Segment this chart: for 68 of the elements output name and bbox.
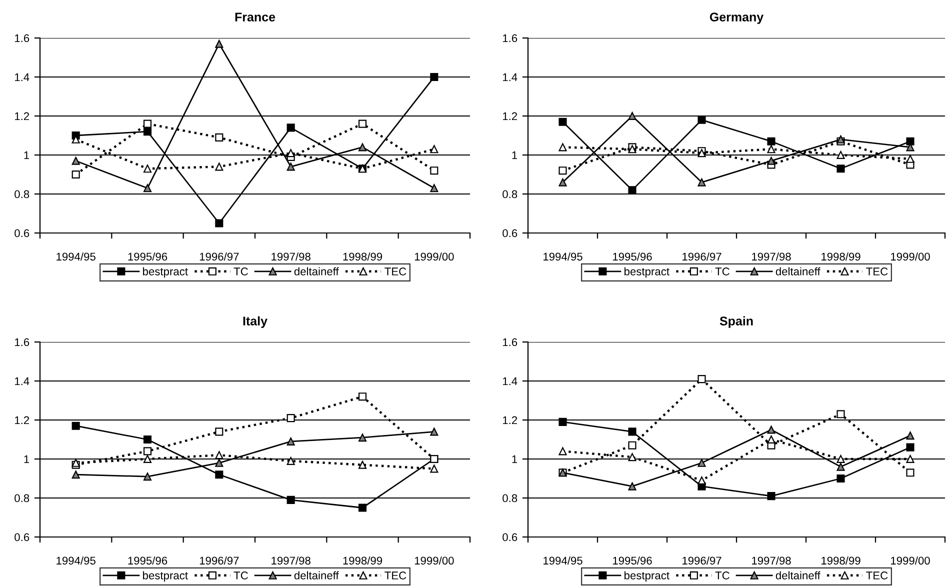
x-tick-label: 1997/98 bbox=[752, 556, 791, 565]
legend-label: deltaineff bbox=[294, 571, 339, 580]
legend-label: deltaineff bbox=[776, 267, 820, 276]
y-tick-label: 0.6 bbox=[14, 533, 30, 542]
y-tick-label: 1.4 bbox=[14, 73, 30, 82]
x-tick-label: 1995/96 bbox=[128, 556, 168, 565]
y-tick-label: 1.4 bbox=[502, 377, 518, 386]
y-tick-label: 1 bbox=[512, 455, 518, 464]
x-tick-label: 1996/97 bbox=[682, 252, 722, 261]
y-tick-label: 1.4 bbox=[14, 377, 30, 386]
x-tick-label: 1998/99 bbox=[343, 252, 382, 261]
y-tick-label: 0.6 bbox=[14, 229, 30, 238]
chart-title: Spain bbox=[720, 316, 753, 328]
y-tick-label: 0.8 bbox=[14, 190, 30, 198]
legend-label: TEC bbox=[866, 572, 888, 580]
y-tick-label: 0.8 bbox=[502, 190, 518, 198]
chart-title: France bbox=[235, 12, 276, 22]
x-tick-label: 1996/97 bbox=[200, 252, 239, 261]
y-tick-label: 1.6 bbox=[502, 338, 518, 346]
y-tick-label: 1.2 bbox=[14, 112, 30, 120]
x-tick-label: 1999/00 bbox=[891, 556, 930, 565]
legend-label: bestpract bbox=[624, 267, 670, 278]
y-tick-label: 0.6 bbox=[502, 533, 518, 542]
x-tick-label: 1995/96 bbox=[128, 252, 168, 261]
y-tick-label: 1 bbox=[24, 455, 30, 464]
x-tick-label: 1999/00 bbox=[891, 252, 930, 261]
legend-label: deltaineff bbox=[294, 267, 339, 276]
x-tick-label: 1996/97 bbox=[200, 556, 239, 565]
x-tick-label: 1998/99 bbox=[822, 556, 860, 565]
x-tick-label: 1997/98 bbox=[272, 252, 310, 261]
legend-label: deltaineff bbox=[776, 571, 820, 580]
legend-label: bestpract bbox=[143, 571, 188, 582]
x-tick-label: 1997/98 bbox=[272, 556, 310, 565]
x-tick-label: 1994/95 bbox=[56, 556, 96, 565]
y-tick-label: 1.6 bbox=[14, 338, 30, 346]
legend-label: bestpract bbox=[624, 571, 670, 582]
x-tick-label: 1998/99 bbox=[822, 252, 860, 261]
x-tick-label: 1994/95 bbox=[544, 252, 582, 261]
y-tick-label: 1.6 bbox=[14, 34, 30, 42]
legend-label: TC bbox=[715, 572, 730, 580]
y-tick-label: 1.2 bbox=[502, 112, 518, 120]
chart-title: Italy bbox=[243, 316, 268, 328]
legend-label: TEC bbox=[866, 268, 888, 276]
x-tick-label: 1998/99 bbox=[343, 556, 382, 565]
x-tick-label: 1994/95 bbox=[56, 252, 96, 261]
x-tick-label: 1996/97 bbox=[682, 556, 722, 565]
y-tick-label: 0.8 bbox=[14, 494, 30, 502]
legend-label: bestpract bbox=[143, 267, 188, 278]
y-tick-label: 1.2 bbox=[14, 416, 30, 424]
legend-label: TC bbox=[234, 268, 248, 276]
legend-label: TC bbox=[234, 572, 248, 580]
chart-title: Germany bbox=[710, 12, 764, 24]
y-tick-label: 0.8 bbox=[502, 494, 518, 502]
legend-label: TEC bbox=[384, 268, 406, 276]
x-tick-label: 1995/96 bbox=[613, 556, 652, 565]
y-tick-label: 1 bbox=[512, 151, 518, 160]
x-tick-label: 1999/00 bbox=[414, 252, 454, 261]
y-tick-label: 1.4 bbox=[502, 73, 518, 82]
y-tick-label: 1.2 bbox=[502, 416, 518, 424]
y-tick-label: 0.6 bbox=[502, 229, 518, 238]
x-tick-label: 1994/95 bbox=[544, 556, 582, 565]
legend-label: TEC bbox=[384, 572, 406, 580]
x-tick-label: 1995/96 bbox=[613, 252, 652, 261]
y-tick-label: 1.6 bbox=[502, 34, 518, 42]
y-tick-label: 1 bbox=[24, 151, 30, 160]
legend-label: TC bbox=[715, 268, 730, 276]
x-tick-label: 1997/98 bbox=[752, 252, 791, 261]
x-tick-label: 1999/00 bbox=[414, 556, 454, 565]
